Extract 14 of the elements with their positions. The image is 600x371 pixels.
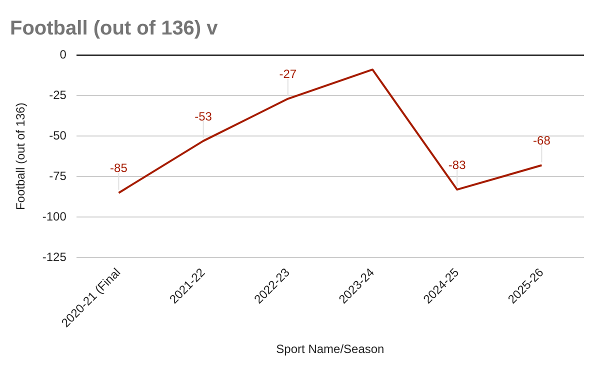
y-axis-title: Football (out of 136) xyxy=(14,102,28,210)
y-tick-label: -100 xyxy=(42,209,67,224)
y-tick-label: 0 xyxy=(60,47,67,62)
y-tick-label: -25 xyxy=(49,88,67,102)
data-label: -83 xyxy=(448,158,466,172)
y-tick-label: -75 xyxy=(49,168,67,183)
x-axis-title: Sport Name/Season xyxy=(276,342,384,356)
data-label: -85 xyxy=(110,161,128,176)
data-label: -68 xyxy=(533,134,551,148)
y-tick-label: -125 xyxy=(42,250,67,264)
chart-title: Football (out of 136) v xyxy=(10,18,219,40)
y-tick-label: -50 xyxy=(49,128,67,142)
data-label: -53 xyxy=(194,109,212,124)
data-label: -27 xyxy=(279,67,297,82)
